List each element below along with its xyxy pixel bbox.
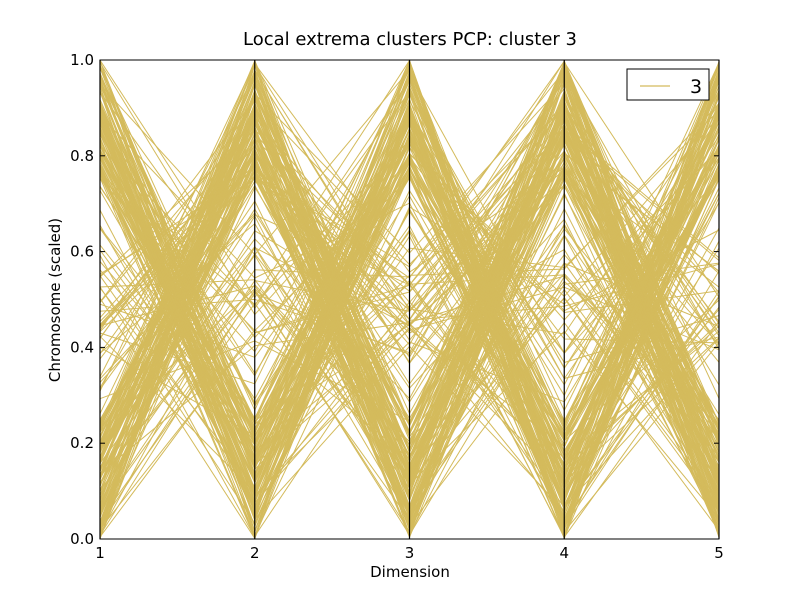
chart-title: Local extrema clusters PCP: cluster 3 [243,29,577,50]
x-ticks: 1 2 3 4 5 [95,544,724,562]
legend-label: 3 [690,76,702,98]
legend-box [626,68,710,101]
y-tick-label: 1.0 [70,51,94,69]
x-tick-label: 2 [250,544,260,562]
y-tick-label: 0.6 [70,243,94,261]
x-tick-label: 5 [714,544,724,562]
y-tick-label: 0.4 [70,338,94,356]
y-tick-label: 0.2 [70,434,94,452]
x-tick-label: 1 [95,544,105,562]
x-tick-label: 4 [559,544,569,562]
y-ticks: 0.0 0.2 0.4 0.6 0.8 1.0 [70,51,719,548]
y-tick-label: 0.8 [70,147,94,165]
y-axis-label: Chromosome (scaled) [46,218,64,382]
y-tick-label: 0.0 [70,530,94,548]
legend: 3 [626,68,710,101]
x-tick-label: 3 [405,544,415,562]
x-axis-label: Dimension [370,563,450,581]
plot-frame [99,59,720,540]
